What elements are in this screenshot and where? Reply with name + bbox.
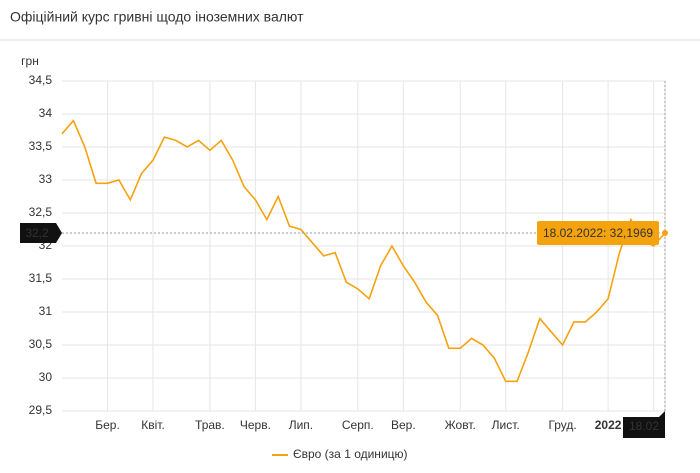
x-tick-label: Лип.	[289, 418, 313, 432]
x-tick-label: Лист.	[492, 418, 520, 432]
tooltip-box	[537, 221, 659, 246]
y-marker-label: 32,2	[25, 226, 49, 240]
y-marker	[20, 223, 62, 244]
header	[0, 0, 700, 40]
x-tick-label: Черв.	[240, 418, 271, 432]
x-tick-label: Груд.	[548, 418, 576, 432]
x-tick-label: Квіт.	[141, 418, 165, 432]
line	[61, 119, 666, 383]
chart-title: Офіційний курс гривні щодо іноземних вал…	[10, 9, 304, 25]
y-tick-label: 34	[39, 106, 53, 120]
hover-point	[662, 230, 668, 237]
y-tick-label: 32,5	[29, 205, 53, 219]
y-tick-label: 29,5	[29, 403, 53, 417]
x-tick-label: Серп.	[342, 418, 374, 432]
legend-label: Євро (за 1 одиницю)	[293, 447, 408, 461]
x-tick-label: Трав.	[195, 418, 225, 432]
y-tick-label: 34,5	[29, 73, 53, 87]
y-tick-label: 30,5	[29, 337, 53, 351]
x-marker-label: 18.02	[629, 419, 659, 433]
y-axis-label: грн	[21, 54, 39, 68]
y-tick-label: 33	[39, 172, 53, 186]
y-tick-label: 31	[39, 304, 53, 318]
x-tick-label: 2022	[595, 418, 622, 432]
tooltip-label: 18.02.2022: 32,1969	[543, 226, 653, 240]
x-tick-label: Бер.	[95, 418, 120, 432]
x-tick-label: Жовт.	[445, 418, 476, 432]
y-tick-label: 30	[39, 370, 53, 384]
y-tick-label: 33,5	[29, 139, 53, 153]
x-marker	[623, 411, 665, 438]
x-tick-label: Вер.	[391, 418, 416, 432]
y-tick-label: 31,5	[29, 271, 53, 285]
